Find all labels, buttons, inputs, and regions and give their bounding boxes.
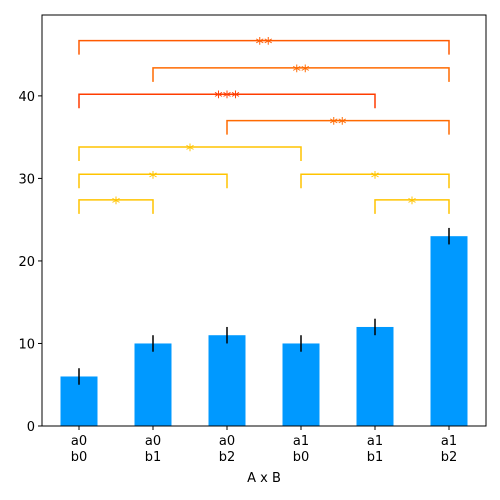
y-tick-label: 0 (27, 420, 35, 435)
x-tick-label: a1 (441, 434, 457, 449)
significance-bracket (152, 67, 450, 82)
significance-bracket (226, 119, 450, 135)
bar (282, 343, 320, 426)
y-tick-label: 40 (18, 90, 35, 105)
x-tick-label: b2 (219, 450, 236, 465)
bar (134, 343, 172, 426)
x-tick-label: a0 (71, 434, 87, 449)
x-tick-label: b1 (145, 450, 162, 465)
significance-bracket (300, 173, 450, 189)
bar (208, 335, 246, 426)
significance-label: * (371, 168, 380, 188)
significance-label: ** (256, 35, 273, 55)
significance-bracket (78, 39, 450, 55)
x-tick-label: b1 (367, 450, 384, 465)
significance-label: * (112, 194, 121, 214)
x-tick-label: b0 (293, 450, 310, 465)
significance-label: * (149, 168, 158, 188)
x-axis-label: A x B (247, 471, 281, 486)
x-tick-label: b0 (71, 450, 88, 465)
x-tick-label: a1 (367, 434, 383, 449)
y-tick-label: 10 (18, 337, 35, 352)
x-tick-label: a1 (293, 434, 309, 449)
bar (356, 326, 394, 426)
significance-label: * (186, 141, 195, 161)
significance-label: * (408, 194, 417, 214)
significance-label: ** (293, 62, 310, 82)
y-tick-label: 20 (18, 255, 35, 270)
significance-bracket (78, 199, 154, 214)
significance-label: *** (214, 88, 240, 108)
significance-label: ** (330, 115, 347, 135)
plot-frame (41, 14, 487, 427)
significance-bracket (374, 199, 450, 214)
significance-bracket (78, 173, 228, 189)
significance-bracket (78, 93, 376, 109)
y-tick-label: 30 (18, 172, 35, 187)
significance-bracket (78, 146, 302, 162)
x-tick-label: a0 (145, 434, 161, 449)
bar (430, 236, 468, 426)
x-tick-label: b2 (441, 450, 458, 465)
x-tick-label: a0 (219, 434, 235, 449)
